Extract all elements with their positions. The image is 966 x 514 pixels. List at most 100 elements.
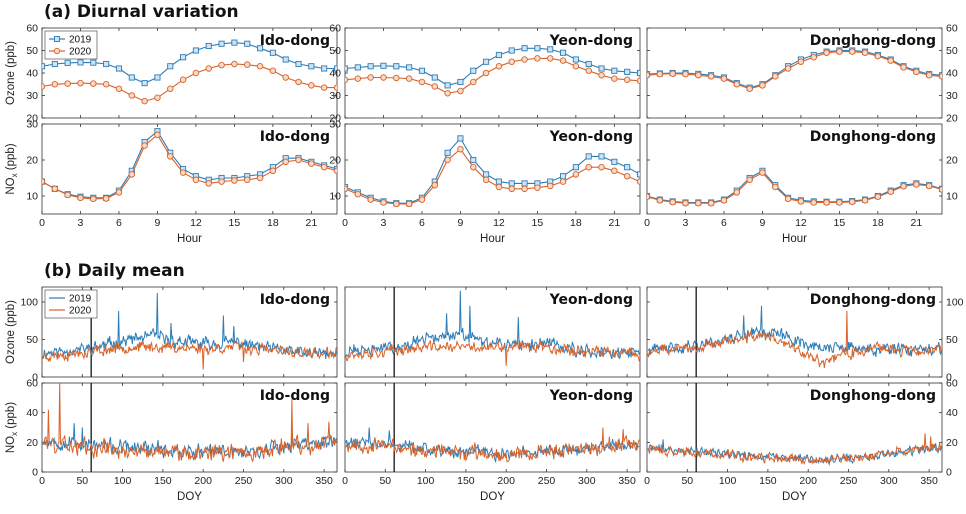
marker-2020 bbox=[534, 55, 541, 62]
marker-2020 bbox=[192, 176, 200, 184]
marker-2020 bbox=[900, 64, 907, 71]
marker-2019 bbox=[611, 158, 618, 165]
marker-2020 bbox=[925, 71, 933, 79]
marker-2020 bbox=[836, 48, 843, 55]
y-tick-label: 50 bbox=[946, 334, 958, 346]
x-tick-label: 150 bbox=[154, 475, 172, 487]
marker-2020 bbox=[320, 163, 328, 171]
marker-2019 bbox=[103, 60, 110, 68]
y-tick-label: 30 bbox=[329, 90, 341, 102]
x-tick-label: 300 bbox=[578, 475, 596, 487]
marker-2019 bbox=[457, 78, 464, 86]
marker-2020 bbox=[128, 92, 136, 99]
marker-2020 bbox=[508, 58, 515, 66]
y-tick-label: 60 bbox=[329, 23, 341, 35]
y-tick-label: 40 bbox=[329, 68, 341, 80]
marker-2019 bbox=[431, 74, 438, 81]
y-tick-label: 0 bbox=[946, 372, 952, 384]
section-title-b: (b) Daily mean bbox=[44, 261, 185, 281]
marker-2020 bbox=[354, 75, 362, 82]
marker-2020 bbox=[707, 73, 715, 80]
y-axis-label: NOx (ppb) bbox=[5, 143, 19, 194]
marker-2020 bbox=[393, 200, 400, 208]
marker-2020 bbox=[405, 200, 413, 208]
marker-2020 bbox=[720, 75, 728, 82]
x-axis-label: Hour bbox=[177, 233, 202, 245]
marker-2019 bbox=[77, 59, 84, 66]
marker-2020 bbox=[656, 197, 664, 204]
marker-2019 bbox=[572, 164, 579, 171]
marker-2020 bbox=[141, 97, 148, 105]
marker-2019 bbox=[167, 63, 174, 70]
x-tick-label: 21 bbox=[911, 217, 923, 229]
site-label: Ido-dong bbox=[260, 129, 330, 145]
site-label: Donghong-dong bbox=[810, 129, 936, 145]
y-tick-label: 100 bbox=[20, 297, 38, 309]
y-tick-label: 60 bbox=[26, 378, 38, 390]
chart-daily-nox-ido: 0 50 100 150 200 250 300 350 0 20 40 60 NOx (ppb) DOY… bbox=[5, 378, 338, 503]
marker-2020 bbox=[167, 85, 174, 92]
marker-2020 bbox=[333, 84, 337, 91]
series-line-2020 bbox=[345, 427, 640, 463]
marker-2020 bbox=[102, 195, 110, 202]
marker-2020 bbox=[282, 74, 289, 81]
series-group bbox=[42, 383, 337, 463]
series-line-2020 bbox=[42, 339, 337, 370]
y-tick-label: 30 bbox=[946, 90, 958, 102]
marker-2019 bbox=[611, 67, 618, 74]
x-tick-label: 100 bbox=[417, 475, 435, 487]
marker-2020 bbox=[759, 82, 766, 89]
marker-2020 bbox=[887, 57, 894, 64]
marker-2019 bbox=[559, 173, 567, 180]
x-tick-label: 250 bbox=[840, 475, 858, 487]
x-tick-label: 50 bbox=[379, 475, 391, 487]
y-axis-label: Ozone (ppb) bbox=[5, 41, 17, 105]
marker-2020 bbox=[682, 70, 689, 78]
marker-2020 bbox=[874, 193, 882, 200]
marker-2020 bbox=[521, 185, 528, 193]
x-tick-label: 12 bbox=[190, 217, 202, 229]
marker-2019 bbox=[508, 47, 515, 54]
y-tick-label: 20 bbox=[946, 113, 958, 125]
marker-2020 bbox=[848, 198, 856, 206]
series-line-2020 bbox=[647, 433, 942, 465]
marker-2020 bbox=[733, 80, 741, 88]
marker-2019 bbox=[470, 156, 477, 164]
marker-2020 bbox=[669, 198, 676, 206]
marker-2020 bbox=[90, 80, 97, 87]
x-tick-label: 18 bbox=[872, 217, 884, 229]
marker-2020 bbox=[546, 182, 554, 190]
series-group bbox=[345, 290, 640, 366]
x-tick-label: 100 bbox=[114, 475, 132, 487]
marker-2019 bbox=[128, 74, 135, 81]
x-tick-label: 250 bbox=[235, 475, 253, 487]
y-tick-label: 60 bbox=[946, 23, 958, 35]
marker-2019 bbox=[295, 60, 302, 68]
marker-2020 bbox=[64, 191, 71, 199]
y-tick-label: 20 bbox=[946, 437, 958, 449]
marker-2019 bbox=[636, 69, 640, 77]
series-group bbox=[345, 427, 640, 464]
marker-2020 bbox=[900, 183, 907, 190]
y-tick-label: 50 bbox=[26, 334, 38, 346]
marker-2020 bbox=[598, 71, 605, 79]
chart-diurnal-nox-donghong: 0 3 6 9 12 15 18 21 10 20 Hour Donghong-dong bbox=[644, 123, 958, 245]
marker-2020 bbox=[585, 67, 592, 74]
marker-2019 bbox=[244, 40, 251, 47]
marker-2020 bbox=[656, 70, 664, 78]
x-tick-label: 6 bbox=[419, 217, 425, 229]
marker-2020 bbox=[746, 85, 753, 92]
marker-2020 bbox=[598, 163, 605, 171]
y-tick-label: 30 bbox=[26, 90, 38, 102]
y-tick-label: 30 bbox=[26, 119, 38, 131]
series-group bbox=[42, 292, 337, 370]
marker-2020 bbox=[611, 75, 618, 82]
y-tick-label: 40 bbox=[946, 68, 958, 80]
legend-label-2020: 2020 bbox=[69, 306, 92, 317]
marker-2019 bbox=[367, 63, 374, 70]
x-tick-label: 300 bbox=[275, 475, 293, 487]
series-group bbox=[647, 167, 942, 207]
marker-2020 bbox=[636, 77, 640, 85]
site-label: Yeon-dong bbox=[549, 33, 633, 49]
marker-2019 bbox=[483, 58, 490, 65]
